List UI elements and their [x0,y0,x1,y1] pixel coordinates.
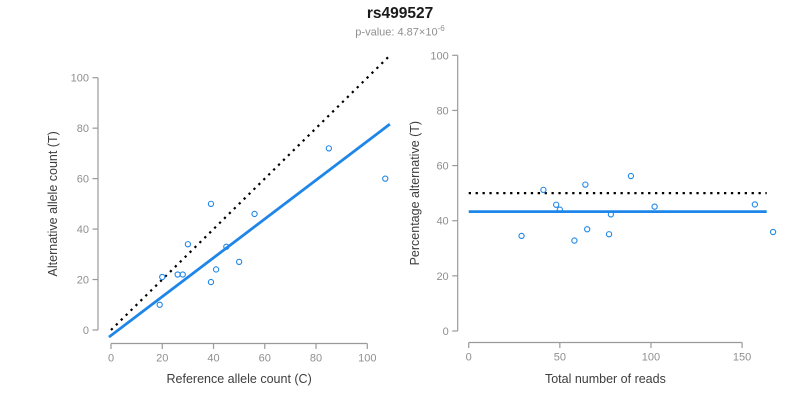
data-point [627,172,635,180]
data-point [605,231,613,238]
x-axis-title: Total number of reads [545,372,666,386]
data-point [156,301,163,308]
x-tick-label: 40 [207,353,219,365]
y-axis-title: Alternative allele count (T) [46,131,60,276]
data-point [553,201,560,208]
data-point [223,243,230,250]
x-tick-label: 20 [156,353,168,365]
y-tick-label: 100 [71,73,89,85]
y-tick-label: 20 [436,271,448,283]
data-point [582,181,589,188]
plot-header: rs499527 p-value: 4.87×10-6 [0,0,800,40]
data-point [184,241,192,248]
x-tick-label: 0 [466,352,472,364]
data-point [556,206,563,213]
p-value-text: p-value: 4.87×10 [355,26,438,39]
data-point [751,201,759,208]
data-point [651,203,658,210]
data-point [159,273,166,281]
y-tick-label: 60 [77,174,89,186]
data-point [174,271,181,278]
data-point [607,211,615,218]
x-tick-label: 0 [108,353,114,365]
y-axis-title: Percentage alternative (T) [408,121,422,266]
x-tick-label: 100 [642,352,660,364]
page-title: rs499527 [366,5,434,22]
x-tick-label: 80 [310,353,322,365]
y-tick-label: 80 [436,105,448,117]
data-point [212,266,220,273]
x-tick-label: 100 [358,353,376,365]
fit-line [108,123,391,339]
x-tick-label: 50 [554,352,566,364]
data-point [571,237,578,244]
y-tick-label: 20 [77,275,89,287]
data-point [382,175,389,182]
y-tick-label: 0 [83,325,89,337]
y-tick-label: 60 [436,161,448,173]
identity-line [110,54,391,331]
p-value-subtitle: p-value: 4.87×10-6 [0,22,800,40]
y-tick-label: 100 [430,50,448,62]
data-point [769,228,777,236]
data-point [540,186,547,193]
data-point [207,278,215,286]
y-tick-label: 0 [443,326,449,338]
y-tick-label: 40 [436,216,448,228]
data-point [325,145,333,152]
data-point [518,232,525,240]
data-point [207,200,215,207]
p-value-exponent: -6 [437,24,445,33]
data-point [251,210,258,218]
data-point [584,226,591,233]
y-tick-label: 40 [77,224,89,236]
y-tick-label: 80 [77,123,89,135]
data-point [235,258,243,266]
x-axis-title: Reference allele count (C) [167,372,312,386]
x-tick-label: 150 [733,352,751,364]
data-point [179,271,186,278]
x-tick-label: 60 [259,353,271,365]
